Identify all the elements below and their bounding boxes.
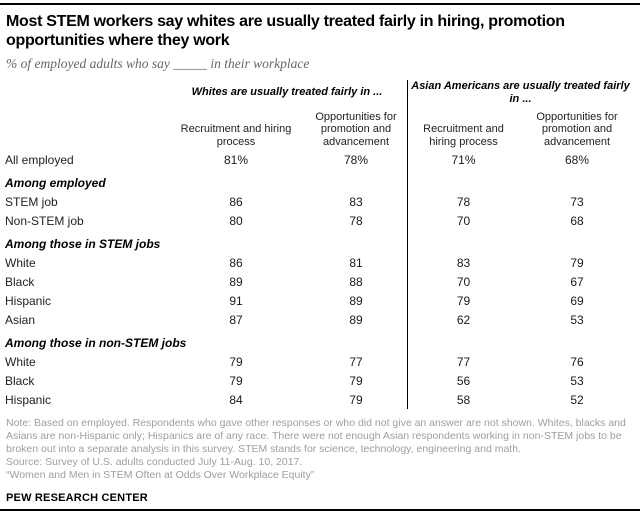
table-row: All employed 81% 78% 71% 68% [5,150,634,169]
row-label: Hispanic [5,293,52,308]
cell-value: 69 [570,293,584,308]
group-header-asian-americans: Asian Americans are usually treated fair… [411,80,630,105]
row-label: White [5,354,36,369]
cell-value: 76 [570,354,584,369]
row-label: Black [5,373,35,388]
cell-value: 81 [349,255,363,270]
cell-value: 86 [229,194,243,209]
cell-value: 80 [229,213,243,228]
row-label: Black [5,274,35,289]
source-text: Source: Survey of U.S. adults conducted … [6,456,303,468]
group-header-row: Whites are usually treated fairly in ...… [5,78,634,106]
cell-value: 79 [229,373,243,388]
cell-value: 83 [349,194,363,209]
column-header: Recruitment and hiring process [423,123,504,148]
table-row: Black 79 79 56 53 [5,371,634,390]
group-header-whites: Whites are usually treated fairly in ... [191,86,383,98]
cell-value: 78% [343,152,369,167]
cell-value: 68 [570,213,584,228]
row-label: Asian [5,312,36,327]
column-header-row: Recruitment and hiring process Opportuni… [5,106,634,150]
cell-value: 68% [564,152,590,167]
note-text: Note: Based on employed. Respondents who… [6,417,626,455]
data-table: Whites are usually treated fairly in ...… [5,78,634,409]
column-header: Opportunities for promotion and advancem… [315,110,397,148]
cell-value: 56 [456,373,471,388]
cell-value: 62 [456,312,471,327]
cell-value: 78 [349,213,363,228]
cell-value: 53 [570,312,584,327]
column-group-divider [407,80,408,409]
cell-value: 89 [349,312,363,327]
bottom-rule [0,509,640,511]
cell-value: 79 [349,392,363,407]
column-header: Recruitment and hiring process [180,123,292,148]
row-label: STEM job [5,194,58,209]
table-row: White 86 81 83 79 [5,253,634,272]
column-header: Opportunities for promotion and advancem… [536,110,618,148]
table-row: Hispanic 91 89 79 69 [5,291,634,310]
section-header: Among employed [5,175,106,190]
table-row: White 79 77 77 76 [5,352,634,371]
report-title-text: “Women and Men in STEM Often at Odds Ove… [6,469,315,481]
table-row: Non-STEM job 80 78 70 68 [5,211,634,230]
cell-value: 71% [451,152,476,167]
section-header: Among those in STEM jobs [5,236,161,251]
cell-value: 83 [456,255,471,270]
table-row: Hispanic 84 79 58 52 [5,390,634,409]
cell-value: 91 [229,293,243,308]
cell-value: 79 [456,293,471,308]
cell-value: 79 [229,354,243,369]
cell-value: 79 [349,373,363,388]
page-subtitle: % of employed adults who say _____ in th… [6,56,310,71]
cell-value: 87 [229,312,243,327]
table-row: Asian 87 89 62 53 [5,310,634,329]
cell-value: 78 [456,194,471,209]
cell-value: 70 [456,213,471,228]
top-rule [0,3,640,5]
section-header: Among those in non-STEM jobs [5,335,187,350]
table-row: Black 89 88 70 67 [5,272,634,291]
cell-value: 84 [229,392,243,407]
cell-value: 89 [349,293,363,308]
cell-value: 67 [570,274,584,289]
row-label: Hispanic [5,392,52,407]
cell-value: 86 [229,255,243,270]
footnotes: Note: Based on employed. Respondents who… [6,417,634,482]
row-label: Non-STEM job [5,213,84,228]
row-label: All employed [5,152,74,167]
cell-value: 88 [349,274,363,289]
cell-value: 81% [223,152,249,167]
page-title: Most STEM workers say whites are usually… [6,13,565,49]
cell-value: 79 [570,255,584,270]
cell-value: 52 [570,392,584,407]
cell-value: 58 [456,392,471,407]
cell-value: 77 [456,354,471,369]
cell-value: 89 [229,274,243,289]
cell-value: 70 [456,274,471,289]
table-row: STEM job 86 83 78 73 [5,192,634,211]
row-label: White [5,255,36,270]
pew-research-center-wordmark: PEW RESEARCH CENTER [6,492,148,504]
cell-value: 53 [570,373,584,388]
cell-value: 73 [570,194,584,209]
cell-value: 77 [349,354,363,369]
